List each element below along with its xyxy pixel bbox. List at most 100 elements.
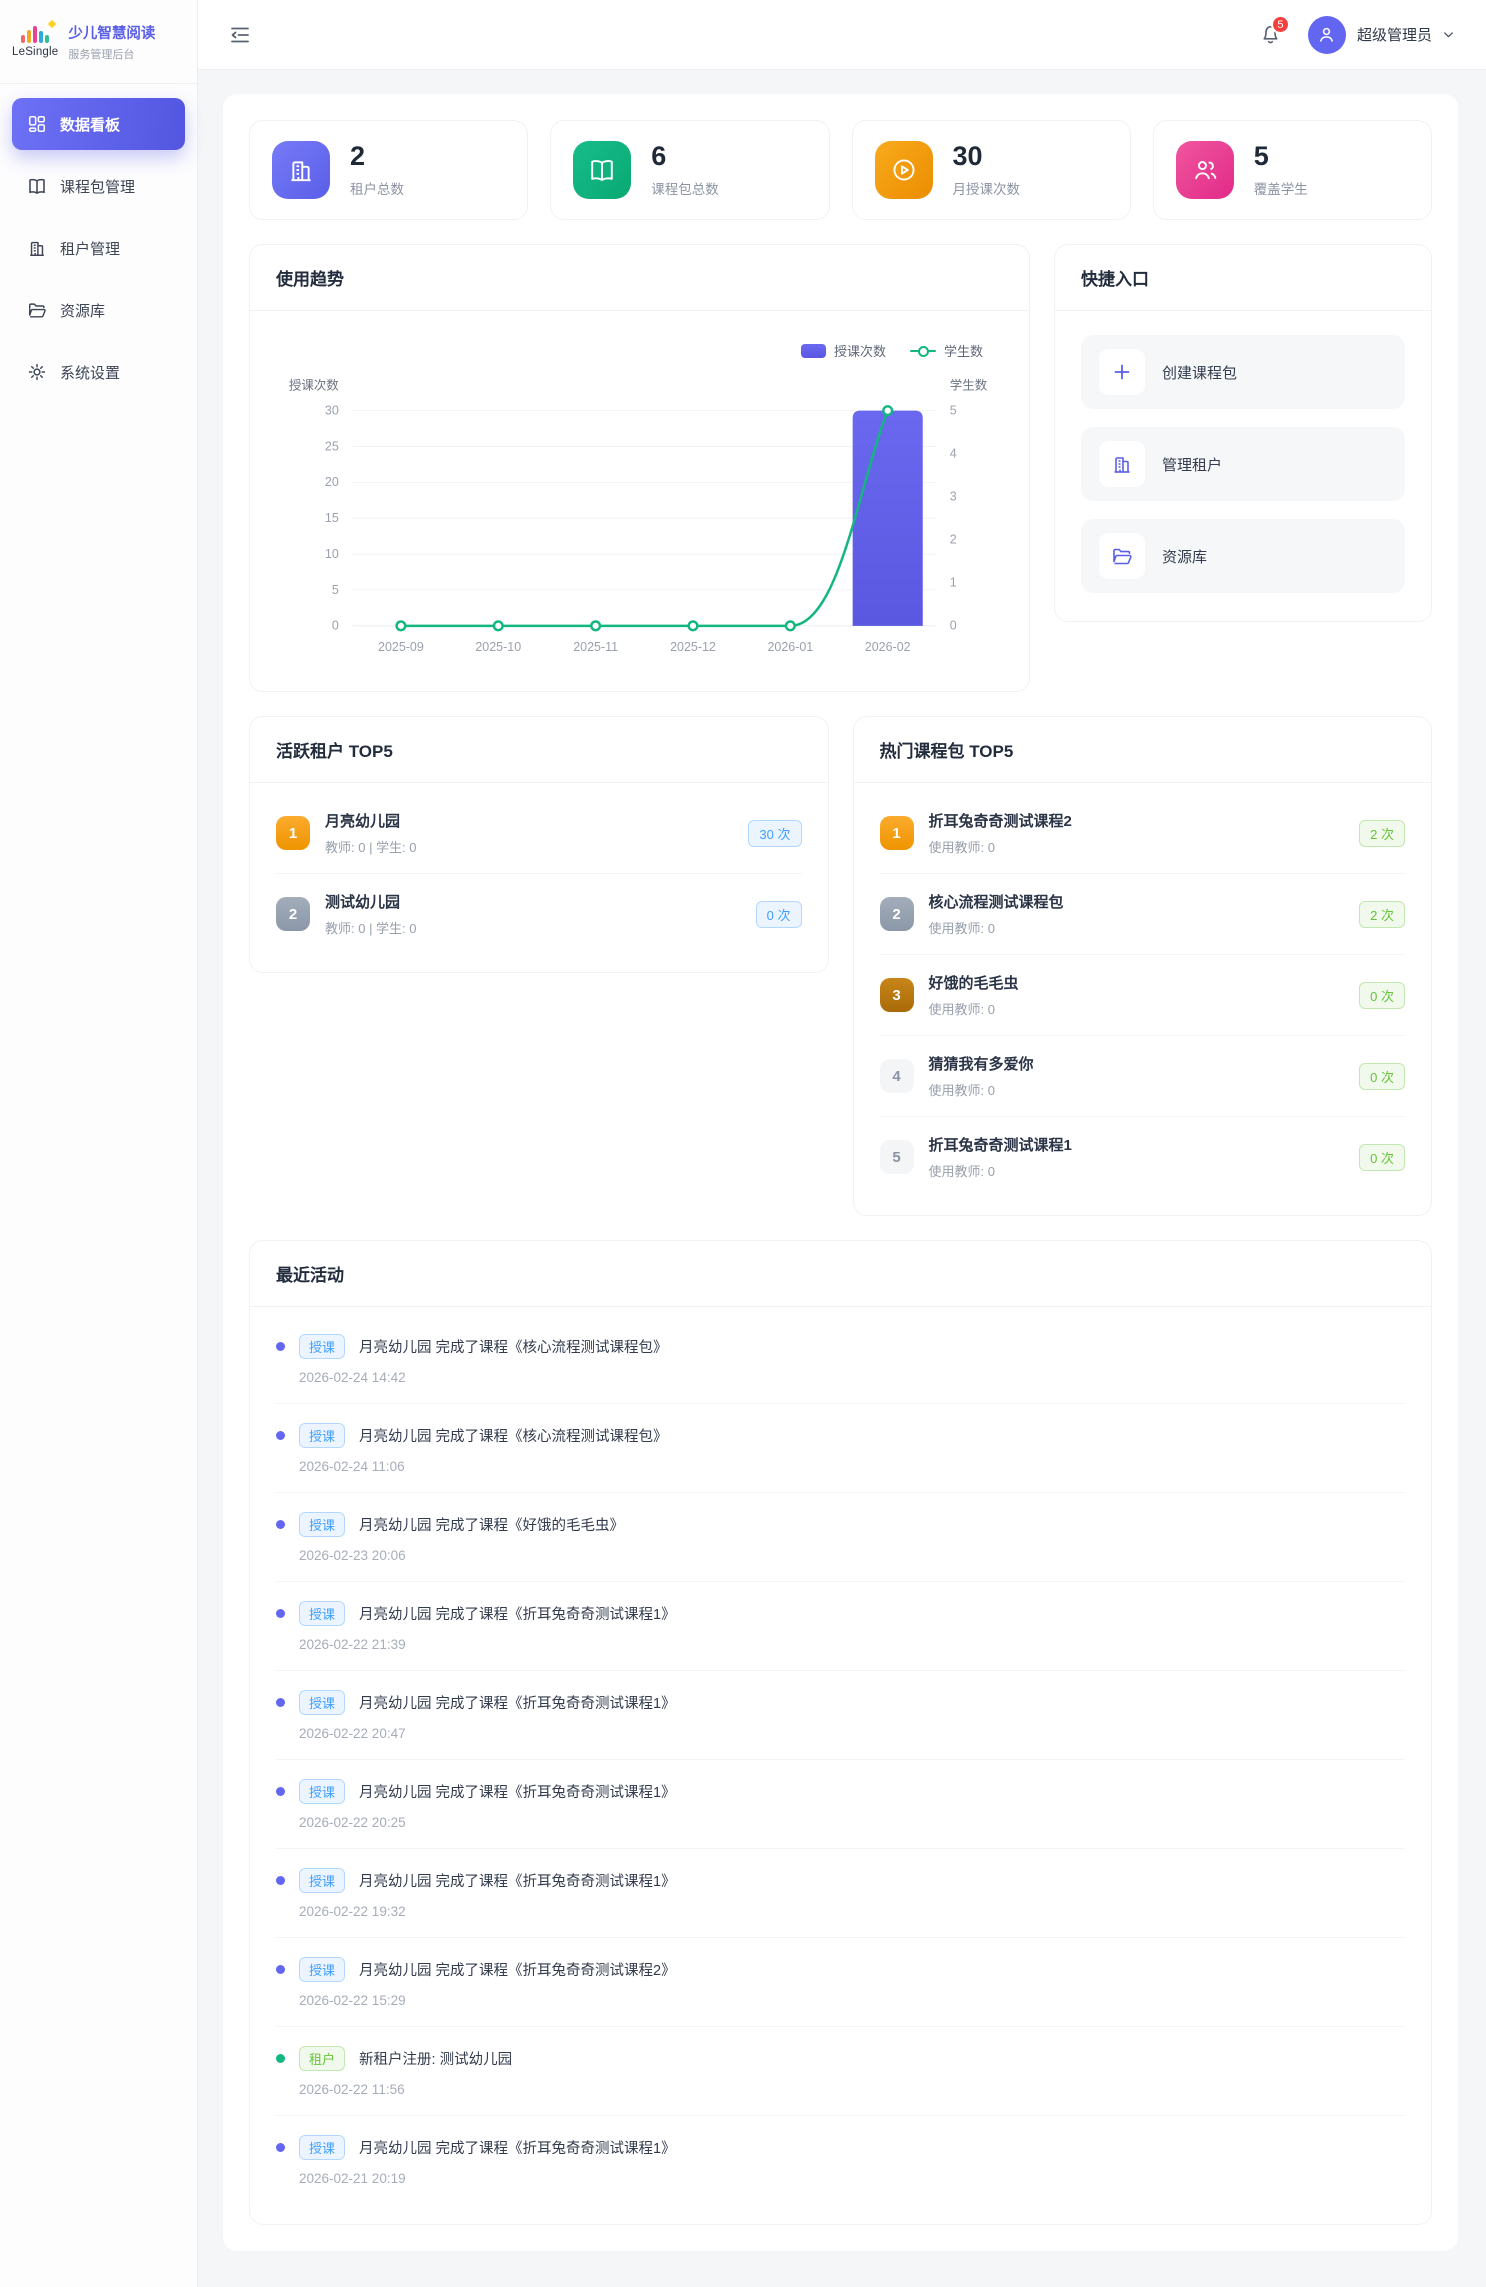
recent-activity-card: 最近活动 授课 月亮幼儿园 完成了课程《核心流程测试课程包》 2026-02-2… [249,1240,1432,2225]
activity-dot-icon [276,2054,285,2063]
svg-text:学生数: 学生数 [950,377,988,392]
activity-type-badge: 授课 [299,1423,346,1448]
usage-count-badge: 0 次 [1359,981,1405,1009]
usage-trend-card: 使用趋势 授课次数 学生数 [249,244,1030,692]
notifications-button[interactable]: 5 [1259,15,1290,46]
activity-timestamp: 2026-02-21 20:19 [299,2171,406,2186]
book-icon [573,141,632,199]
stats-row: 2 租户总数 6 课程包总数 [249,120,1432,220]
active-tenants-title: 活跃租户 TOP5 [276,742,393,761]
quick-item-resources[interactable]: 资源库 [1081,519,1405,593]
package-rank-row[interactable]: 4 猜猜我有多爱你 使用教师: 0 0 次 [879,1036,1405,1117]
stat-label: 租户总数 [350,181,404,197]
sidebar-item-settings[interactable]: 系统设置 [12,346,185,398]
sidebar-item-label: 资源库 [60,302,106,320]
activity-dot-icon [276,1609,285,1618]
logo-bars-icon [21,19,57,43]
building-icon [272,141,330,199]
sidebar-item-dashboard[interactable]: 数据看板 [12,98,185,150]
package-rank-row[interactable]: 2 核心流程测试课程包 使用教师: 0 2 次 [879,874,1405,955]
activity-row: 授课 月亮幼儿园 完成了课程《好饿的毛毛虫》 2026-02-23 20:06 [276,1493,1405,1582]
svg-text:2025-09: 2025-09 [378,640,424,654]
logo-text: LeSingle [12,46,59,58]
sidebar-item-label: 租户管理 [60,240,121,258]
svg-text:2025-12: 2025-12 [670,640,716,654]
package-name: 核心流程测试课程包 [928,894,1064,911]
activity-type-badge: 授课 [299,1601,346,1626]
user-menu-chevron[interactable] [1441,27,1456,42]
avatar[interactable] [1307,15,1346,54]
tenant-meta: 教师: 0 | 学生: 0 [325,921,417,936]
svg-text:2025-11: 2025-11 [573,640,618,654]
quick-item-create-package[interactable]: 创建课程包 [1081,335,1405,409]
activity-timestamp: 2026-02-22 15:29 [299,1993,406,2008]
stat-value: 6 [651,140,667,171]
activity-row: 授课 月亮幼儿园 完成了课程《折耳兔奇奇测试课程1》 2026-02-22 19… [276,1849,1405,1938]
package-name: 好饿的毛毛虫 [928,975,1019,992]
stat-value: 30 [952,140,983,171]
package-meta: 使用教师: 0 [928,1164,995,1179]
usage-trend-chart: 授课次数 学生数 0 5 10 15 20 25 30 0 1 2 3 4 5 授课次数 学生数 2025-0… [250,311,1029,691]
package-rank-row[interactable]: 3 好饿的毛毛虫 使用教师: 0 0 次 [879,955,1405,1036]
brand-logo: LeSingle [12,19,59,58]
topbar: 5 超级管理员 [198,0,1486,70]
legend-item-students[interactable]: 学生数 [909,341,983,360]
activity-type-badge: 授课 [299,1690,346,1715]
brand-title: 少儿智慧阅读 [68,25,156,42]
sidebar-item-course-packages[interactable]: 课程包管理 [12,160,185,212]
activity-type-badge: 授课 [299,1779,346,1804]
stat-card-tenants: 2 租户总数 [249,120,529,220]
hot-packages-card: 热门课程包 TOP5 1 折耳兔奇奇测试课程2 使用教师: 0 2 次 [852,716,1432,1216]
quick-entries-title: 快捷入口 [1081,270,1149,289]
activity-row: 授课 月亮幼儿园 完成了课程《折耳兔奇奇测试课程1》 2026-02-22 21… [276,1582,1405,1671]
usage-count-badge: 2 次 [1359,900,1405,928]
package-rank-row[interactable]: 5 折耳兔奇奇测试课程1 使用教师: 0 0 次 [879,1117,1405,1197]
activity-text: 月亮幼儿园 完成了课程《折耳兔奇奇测试课程1》 [359,1607,676,1623]
legend-item-lessons[interactable]: 授课次数 [800,341,886,360]
building-icon [30,241,44,256]
activity-text: 月亮幼儿园 完成了课程《好饿的毛毛虫》 [359,1518,625,1534]
svg-text:20: 20 [325,475,339,489]
tenant-rank-row[interactable]: 1 月亮幼儿园 教师: 0 | 学生: 0 30 次 [276,793,802,874]
activity-type-badge: 授课 [299,1868,346,1893]
tenant-rank-row[interactable]: 2 测试幼儿园 教师: 0 | 学生: 0 0 次 [276,874,802,954]
activity-timestamp: 2026-02-23 20:06 [299,1548,406,1563]
stat-label: 覆盖学生 [1253,181,1308,197]
chevron-down-icon [1444,32,1453,38]
stat-value: 2 [350,140,366,171]
hot-packages-title: 热门课程包 TOP5 [879,742,1014,761]
user-name[interactable]: 超级管理员 [1356,27,1432,44]
sidebar-collapse-button[interactable] [228,23,252,47]
stat-card-students: 5 覆盖学生 [1152,120,1432,220]
sidebar-item-resources[interactable]: 资源库 [12,284,185,336]
activity-dot-icon [276,1876,285,1885]
bar-swatch-icon [800,343,826,358]
rank-badge: 3 [879,978,914,1012]
package-name: 折耳兔奇奇测试课程1 [928,1137,1072,1154]
activity-dot-icon [276,1698,285,1707]
package-meta: 使用教师: 0 [928,1083,995,1098]
usage-count-badge: 0 次 [1359,1143,1405,1171]
plus-icon [1099,349,1145,395]
svg-text:15: 15 [325,511,339,525]
quick-item-manage-tenants[interactable]: 管理租户 [1081,427,1405,501]
package-rank-row[interactable]: 1 折耳兔奇奇测试课程2 使用教师: 0 2 次 [879,793,1405,874]
activity-text: 新租户注册: 测试幼儿园 [359,2052,513,2068]
building-icon [1099,441,1145,487]
activity-dot-icon [276,1342,285,1351]
dashboard-icon [28,115,46,133]
svg-text:5: 5 [950,403,957,417]
svg-text:2: 2 [950,533,957,547]
sidebar-item-tenants[interactable]: 租户管理 [12,222,185,274]
folder-icon [1099,533,1145,579]
svg-text:5: 5 [332,583,339,597]
package-name: 猜猜我有多爱你 [928,1056,1034,1073]
activity-row: 授课 月亮幼儿园 完成了课程《核心流程测试课程包》 2026-02-24 11:… [276,1404,1405,1493]
usage-trend-title: 使用趋势 [276,270,344,289]
activity-text: 月亮幼儿园 完成了课程《折耳兔奇奇测试课程1》 [359,1785,676,1801]
quick-item-label: 创建课程包 [1162,364,1238,382]
sidebar: LeSingle 少儿智慧阅读 服务管理后台 数据看板 课程包管理 [0,0,198,2287]
sidebar-item-label: 课程包管理 [60,178,136,196]
rank-badge: 1 [879,816,914,850]
